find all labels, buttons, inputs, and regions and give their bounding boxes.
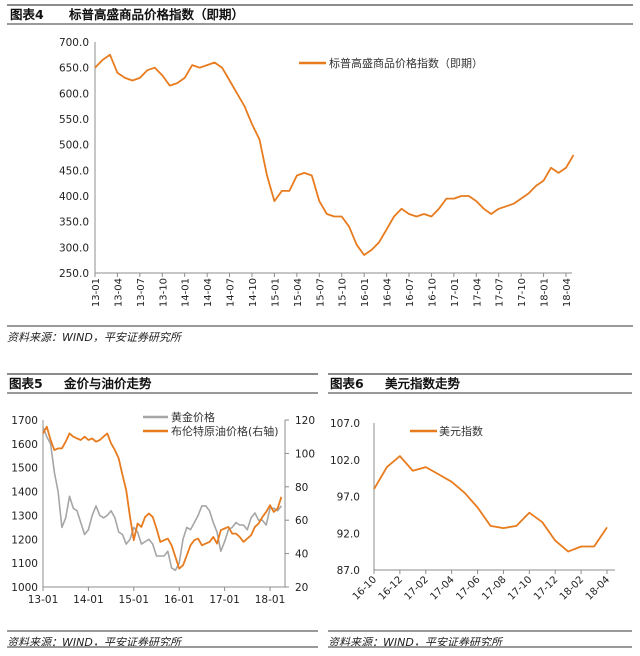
chart4-x-tick-label: 14-01 (181, 278, 192, 307)
chart5-figure-label: 图表5 (9, 376, 43, 391)
chart4-y-tick-label: 400.0 (59, 191, 89, 203)
chart5-y-tick-label: 1100 (11, 558, 38, 570)
chart5-source-divider (7, 646, 318, 648)
chart4-legend-label: 标普高盛商品价格指数（即期） (329, 56, 483, 70)
chart5-y-tick-label: 1600 (11, 439, 38, 451)
chart4-title: 标普高盛商品价格指数（即期） (69, 7, 245, 22)
chart4-x-tick-label: 13-10 (158, 278, 169, 307)
chart5-source: 资料来源：WIND，平安证券研究所 (7, 630, 318, 650)
chart4-x-tick-label: 16-01 (360, 278, 371, 307)
chart6-x-tick-label: 18-02 (558, 574, 586, 602)
chart4-x-tick-label: 15-07 (315, 278, 326, 307)
chart5-x-tick-label: 17-01 (209, 594, 240, 606)
chart4-x-tick-label: 18-01 (540, 278, 551, 307)
chart6-x-tick-label: 17-08 (480, 574, 508, 602)
chart4-source: 资料来源：WIND，平安证券研究所 (7, 325, 633, 345)
chart4-y-tick-label: 550.0 (59, 114, 89, 126)
chart5-y-tick-label: 1500 (11, 463, 38, 475)
chart5-x-tick-label: 13-01 (28, 594, 59, 606)
chart4-x-tick-label: 17-04 (472, 278, 483, 307)
chart5-y2-tick-label: 60 (295, 515, 308, 527)
chart5-y2-tick-label: 20 (295, 582, 308, 594)
chart4-x-tick-label: 16-10 (427, 278, 438, 307)
chart4-y-tick-label: 300.0 (59, 242, 89, 254)
chart5-header: 图表5 金价与油价走势 (7, 373, 318, 394)
chart5-y2-tick-label: 80 (295, 482, 308, 494)
chart5-title: 金价与油价走势 (64, 376, 152, 391)
chart6-y-tick-label: 97.0 (337, 492, 360, 504)
chart4-y-tick-label: 450.0 (59, 165, 89, 177)
chart5-y2-tick-label: 40 (295, 549, 308, 561)
chart4-x-tick-label: 13-07 (136, 278, 147, 307)
chart4-y-tick-label: 650.0 (59, 63, 89, 75)
chart5-y2-tick-label: 100 (295, 448, 315, 460)
chart6-y-tick-label: 107.0 (330, 418, 360, 430)
chart6-dxy-line (373, 455, 608, 553)
chart5-y-tick-label: 1700 (11, 415, 38, 427)
chart5-x-tick-label: 16-01 (164, 594, 195, 606)
chart6-legend-label: 美元指数 (439, 424, 483, 438)
chart6-y-tick-label: 102.0 (330, 455, 360, 467)
chart4-x-tick-label: 18-04 (562, 278, 573, 307)
chart6-figure-label: 图表6 (330, 376, 364, 391)
chart6-x-tick-label: 16-10 (351, 574, 379, 602)
chart5-y-tick-label: 1000 (11, 582, 38, 594)
chart4-figure-label: 图表4 (10, 7, 44, 22)
chart4-y-tick-label: 250.0 (59, 268, 89, 280)
chart6-header: 图表6 美元指数走势 (328, 373, 632, 394)
chart6-x-tick-label: 17-02 (403, 574, 431, 602)
chart6-source: 资料来源：WIND，平安证券研究所 (328, 630, 632, 650)
chart6-x-tick-label: 17-06 (454, 574, 482, 602)
chart4-x-tick-label: 14-04 (203, 278, 214, 307)
chart5-gold-line (42, 426, 283, 572)
chart4-y-tick-label: 500.0 (59, 140, 89, 152)
chart6-source-divider (328, 646, 632, 648)
chart4-x-tick-label: 15-10 (338, 278, 349, 307)
chart5-x-tick-label: 14-01 (73, 594, 104, 606)
chart4-x-tick-label: 14-07 (226, 278, 237, 307)
chart4-y-tick-label: 350.0 (59, 217, 89, 229)
chart6-y-tick-label: 87.0 (337, 565, 360, 577)
chart4-y-tick-label: 700.0 (59, 37, 89, 49)
chart5-y2-tick-label: 120 (295, 415, 315, 427)
chart4-x-tick-label: 15-01 (270, 278, 281, 307)
chart6-x-tick-label: 16-12 (377, 574, 405, 602)
chart6-x-tick-label: 17-10 (506, 574, 534, 602)
chart4-x-tick-label: 16-07 (405, 278, 416, 307)
chart4-header: 图表4 标普高盛商品价格指数（即期） (7, 4, 633, 25)
chart6-x-tick-label: 18-04 (584, 574, 612, 602)
chart5-legend-gold-label: 黄金价格 (171, 410, 215, 424)
chart4-x-tick-label: 13-04 (113, 278, 124, 307)
chart4-x-tick-label: 15-04 (293, 278, 304, 307)
chart4-x-tick-label: 17-10 (517, 278, 528, 307)
chart4-x-tick-label: 16-04 (383, 278, 394, 307)
chart5-y-tick-label: 1300 (11, 510, 38, 522)
chart5-legend-brent-label: 布伦特原油价格(右轴) (171, 424, 279, 438)
chart6-x-tick-label: 17-12 (532, 574, 560, 602)
chart5-y-tick-label: 1200 (11, 534, 38, 546)
chart5-x-tick-label: 15-01 (119, 594, 150, 606)
chart6-x-tick-label: 17-04 (428, 574, 456, 602)
chart4-x-tick-label: 14-10 (248, 278, 259, 307)
chart5-y-tick-label: 1400 (11, 487, 38, 499)
chart4-x-tick-label: 17-07 (495, 278, 506, 307)
chart4-series-line (94, 53, 575, 256)
chart4-y-tick-label: 600.0 (59, 88, 89, 100)
chart4-x-tick-label: 13-01 (91, 278, 102, 307)
chart5-brent-line (42, 425, 283, 570)
chart6-y-tick-label: 92.0 (337, 528, 360, 540)
chart6-title: 美元指数走势 (385, 376, 461, 391)
chart5-x-tick-label: 18-01 (255, 594, 286, 606)
chart4-x-tick-label: 17-01 (450, 278, 461, 307)
